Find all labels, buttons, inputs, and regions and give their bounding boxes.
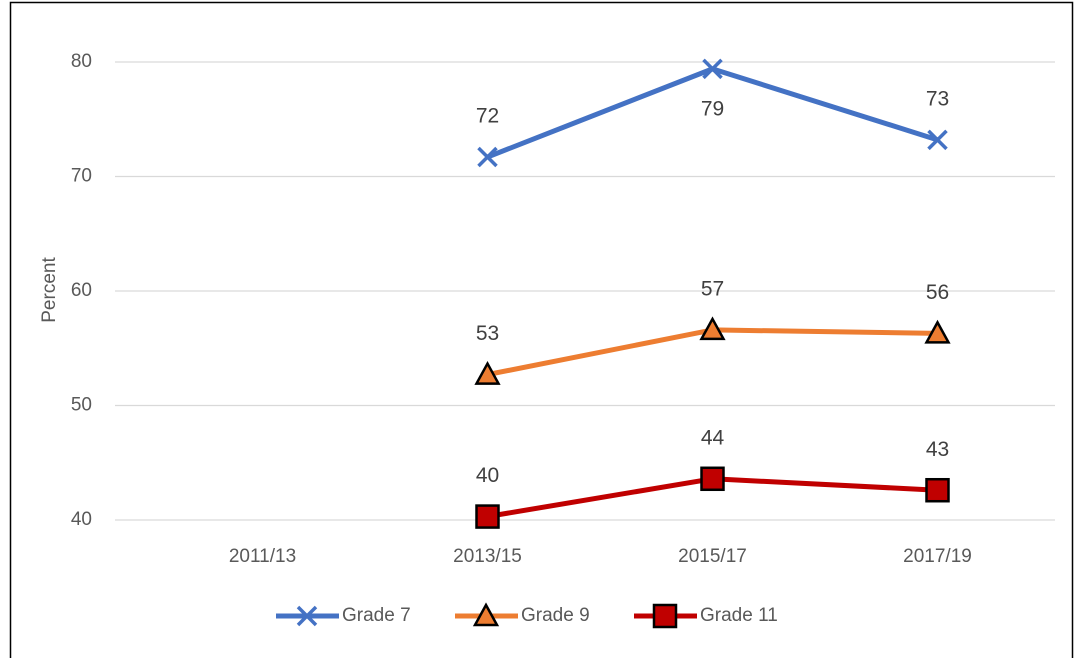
legend-label: Grade 11 <box>700 605 778 626</box>
marker <box>296 605 318 627</box>
legend-label: Grade 7 <box>342 605 411 626</box>
data-label: 73 <box>926 87 949 110</box>
x-tick-label: 2011/13 <box>229 546 296 567</box>
data-label: 43 <box>926 438 949 461</box>
marker <box>474 360 501 385</box>
data-label: 53 <box>476 322 499 345</box>
y-tick-label: 80 <box>71 51 92 72</box>
marker <box>477 146 498 168</box>
marker <box>924 319 951 344</box>
marker <box>652 603 678 629</box>
x-tick-label: 2013/15 <box>453 546 522 567</box>
marker <box>475 504 500 529</box>
marker <box>702 58 723 80</box>
data-label: 44 <box>701 426 725 449</box>
y-tick-label: 40 <box>71 509 92 530</box>
x-tick-label: 2015/17 <box>678 546 747 567</box>
y-tick-label: 70 <box>71 166 92 187</box>
marker <box>700 466 725 492</box>
marker <box>925 477 950 503</box>
legend-label: Grade 9 <box>521 605 590 626</box>
y-axis-label: Percent <box>39 257 60 323</box>
marker <box>472 602 500 627</box>
marker <box>699 316 726 341</box>
x-tick-label: 2017/19 <box>903 546 972 567</box>
data-label: 57 <box>701 277 724 300</box>
data-label: 72 <box>476 105 499 128</box>
y-tick-label: 50 <box>71 395 92 416</box>
y-tick-label: 60 <box>71 280 92 301</box>
data-label: 79 <box>701 97 724 120</box>
data-label: 40 <box>476 464 499 487</box>
legend: Grade 7 Grade 9 Grade 11 <box>276 602 778 629</box>
marker <box>927 129 948 151</box>
data-label: 56 <box>926 281 949 304</box>
